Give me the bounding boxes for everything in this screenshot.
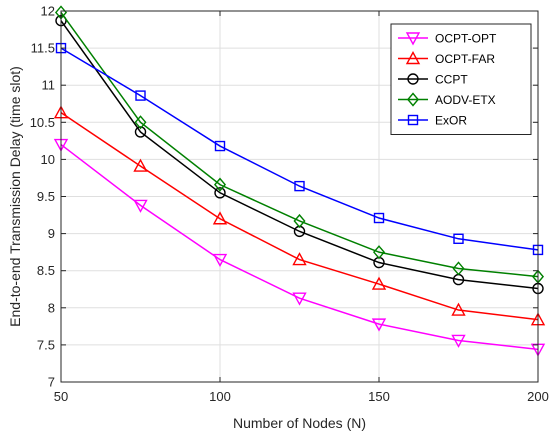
legend-entry: AODV-ETX bbox=[398, 92, 496, 107]
legend-marker bbox=[405, 51, 421, 65]
y-tick-label: 7.5 bbox=[37, 337, 55, 352]
x-tick-label: 100 bbox=[209, 389, 231, 404]
data-point bbox=[212, 211, 228, 225]
data-point bbox=[373, 212, 385, 224]
legend-label: CCPT bbox=[435, 73, 468, 87]
legend-entry: OCPT-OPT bbox=[398, 32, 497, 46]
y-tick-label: 9 bbox=[48, 226, 55, 241]
data-point bbox=[133, 199, 148, 213]
series-line bbox=[60, 12, 539, 278]
data-point bbox=[134, 126, 147, 138]
data-point bbox=[451, 334, 466, 348]
data-point bbox=[135, 90, 146, 101]
y-tick-label: 11 bbox=[42, 78, 56, 93]
tick-labels: 50 100 150 200 7 7.5 8 8.5 9 9.5 10 10.5 11 11.5 12 bbox=[30, 4, 549, 405]
data-point bbox=[453, 233, 464, 244]
legend-label: ExOR bbox=[435, 114, 467, 128]
data-point bbox=[134, 115, 147, 130]
y-tick-label: 11.5 bbox=[31, 41, 55, 56]
series-exor bbox=[55, 42, 544, 256]
legend-entry: OCPT-FAR bbox=[398, 51, 495, 66]
y-tick-label: 10 bbox=[41, 152, 55, 167]
data-point bbox=[292, 292, 307, 306]
legend-label: OCPT-FAR bbox=[435, 52, 495, 66]
x-tick-label: 50 bbox=[54, 389, 68, 404]
legend-entry: ExOR bbox=[398, 114, 467, 128]
data-point bbox=[372, 245, 386, 260]
y-tick-label: 9.5 bbox=[37, 189, 55, 204]
y-axis-label: End-to-end Transmission Delay (time slot… bbox=[7, 66, 23, 327]
data-point bbox=[451, 302, 466, 316]
legend-label: OCPT-OPT bbox=[435, 32, 497, 46]
y-tick-label: 7 bbox=[48, 375, 55, 390]
series-line bbox=[60, 20, 539, 290]
data-point bbox=[212, 253, 228, 268]
series-ocpt-opt bbox=[53, 138, 546, 357]
x-axis-label: Number of Nodes (N) bbox=[233, 415, 366, 431]
y-tick-label: 12 bbox=[41, 4, 55, 19]
series-line bbox=[60, 47, 539, 251]
data-point bbox=[294, 180, 305, 192]
y-tick-label: 10.5 bbox=[30, 115, 55, 130]
data-point bbox=[371, 318, 387, 332]
series-line bbox=[60, 143, 539, 351]
legend-marker bbox=[407, 73, 419, 85]
legend-label: AODV-ETX bbox=[435, 93, 496, 107]
series-layer bbox=[53, 5, 546, 357]
legend-marker bbox=[406, 92, 420, 107]
data-point bbox=[292, 252, 307, 266]
x-tick-label: 200 bbox=[527, 389, 549, 404]
data-point bbox=[214, 140, 226, 152]
legend: OCPT-OPT OCPT-FAR CCPT AODV-ETX ExOR bbox=[390, 23, 532, 135]
data-point bbox=[293, 213, 306, 229]
legend-entry: CCPT bbox=[398, 73, 468, 87]
legend-marker bbox=[405, 32, 421, 46]
data-point bbox=[213, 177, 227, 192]
data-point bbox=[371, 276, 387, 290]
data-point bbox=[133, 158, 148, 172]
y-tick-label: 8 bbox=[48, 300, 55, 315]
data-point bbox=[214, 187, 226, 199]
data-point bbox=[452, 261, 465, 276]
x-tick-label: 150 bbox=[368, 389, 390, 404]
series-line bbox=[60, 112, 539, 321]
y-tick-label: 8.5 bbox=[37, 263, 55, 278]
legend-marker bbox=[407, 114, 419, 126]
axes bbox=[60, 10, 539, 383]
